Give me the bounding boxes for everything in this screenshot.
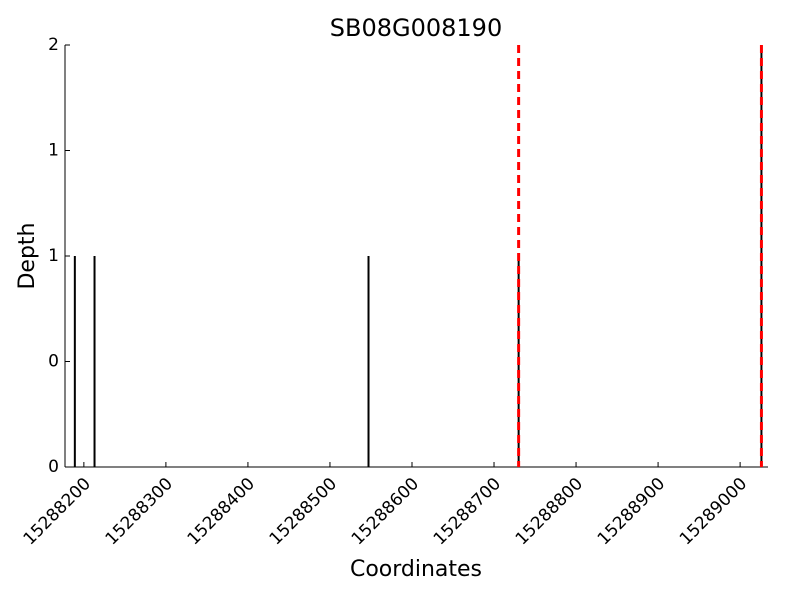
y-tick-label: 1 xyxy=(48,246,59,266)
y-tick-label: 0 xyxy=(48,457,59,477)
x-tick-label: 15288700 xyxy=(430,474,505,549)
y-axis-label: Depth xyxy=(15,222,40,289)
x-tick-label: 15288800 xyxy=(512,474,587,549)
x-tick-label: 15288600 xyxy=(348,474,423,549)
y-tick-label: 2 xyxy=(48,35,59,55)
x-tick-label: 15288300 xyxy=(102,474,177,549)
x-tick-label: 15288500 xyxy=(266,474,341,549)
y-tick-label: 1 xyxy=(48,141,59,161)
x-axis-label: Coordinates xyxy=(350,557,482,582)
x-tick-label: 15288900 xyxy=(594,474,669,549)
x-tick-label: 15289000 xyxy=(676,474,751,549)
x-tick-label: 15288400 xyxy=(184,474,259,549)
chart-title: SB08G008190 xyxy=(330,14,502,42)
x-tick-label: 15288200 xyxy=(20,474,95,549)
y-tick-label: 0 xyxy=(48,352,59,372)
